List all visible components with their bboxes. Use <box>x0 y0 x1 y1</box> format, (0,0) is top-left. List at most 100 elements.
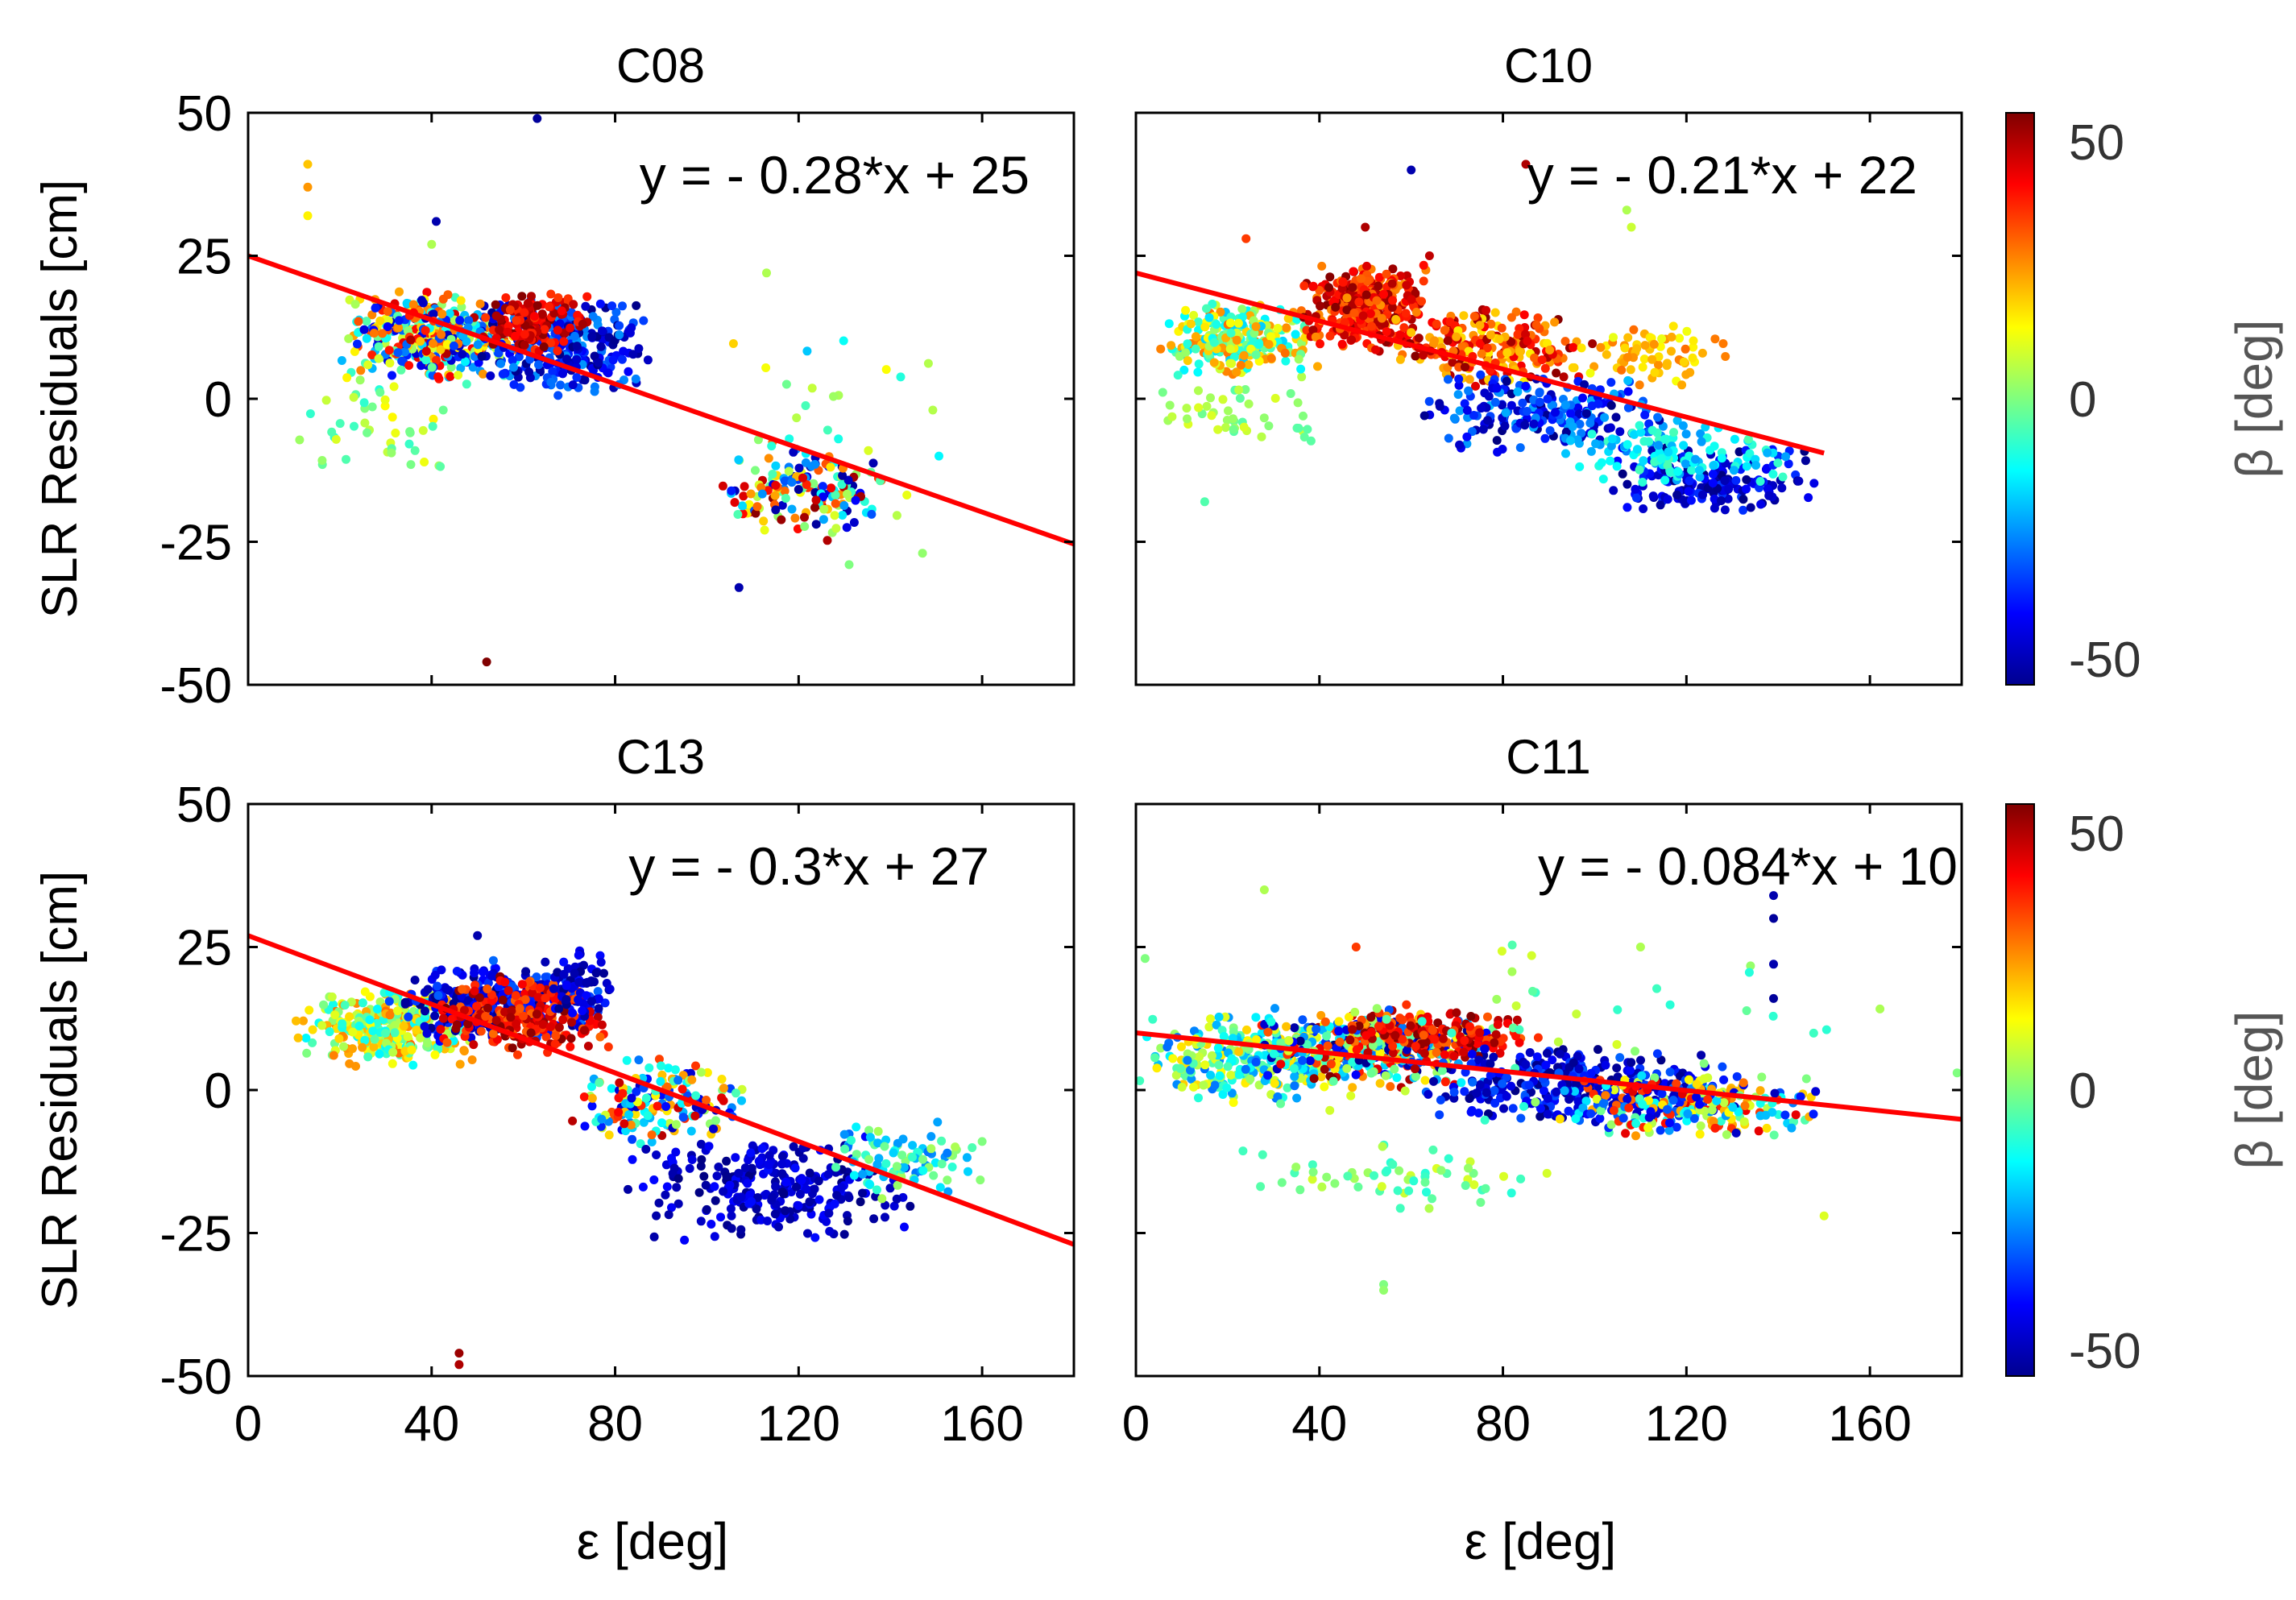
scatter-point <box>1390 1030 1400 1040</box>
scatter-point <box>771 1182 781 1192</box>
scatter-point <box>926 1144 936 1154</box>
scatter-point <box>390 1028 400 1038</box>
scatter-point <box>329 1051 338 1060</box>
scatter-point <box>830 511 839 520</box>
scatter-point <box>1348 1025 1357 1034</box>
scatter-point <box>546 378 556 387</box>
scatter-point <box>1352 1045 1361 1055</box>
scatter-point <box>1559 372 1569 382</box>
scatter-point <box>1650 367 1660 377</box>
scatter-point <box>1695 472 1705 482</box>
scatter-point <box>654 1055 664 1064</box>
scatter-point <box>1600 412 1610 422</box>
scatter-point <box>760 525 769 535</box>
scatter-point <box>696 1067 706 1077</box>
scatter-point <box>530 312 539 321</box>
scatter-point <box>1382 327 1391 337</box>
scatter-point <box>540 325 549 334</box>
scatter-point <box>872 1185 881 1195</box>
panel-c10: C10 y = - 0.21*x + 22 <box>1134 39 1963 686</box>
scatter-point <box>1657 334 1667 343</box>
scatter-point <box>491 311 501 321</box>
scatter-point <box>1720 505 1730 515</box>
scatter-point <box>897 1150 907 1160</box>
scatter-point <box>918 549 927 558</box>
scatter-point <box>686 1126 696 1136</box>
scatter-point <box>1186 319 1196 329</box>
scatter-point <box>1578 393 1587 403</box>
scatter-point <box>738 501 747 511</box>
scatter-point <box>385 1010 395 1020</box>
scatter-point <box>771 505 781 515</box>
scatter-point <box>1294 354 1303 364</box>
scatter-point <box>503 327 512 337</box>
scatter-point <box>1342 293 1352 303</box>
scatter-point <box>1694 466 1704 475</box>
scatter-point <box>657 1118 666 1128</box>
scatter-point <box>617 354 627 364</box>
scatter-point <box>1165 400 1175 410</box>
scatter-point <box>1276 1099 1286 1109</box>
scatter-point <box>1396 272 1406 280</box>
y-tick-label: 50 <box>176 86 232 142</box>
scatter-point <box>1281 356 1291 366</box>
scatter-point <box>533 993 543 1002</box>
scatter-point <box>1179 365 1189 375</box>
scatter-point <box>1629 325 1639 334</box>
scatter-point <box>1432 319 1441 329</box>
scatter-point <box>801 401 810 410</box>
scatter-point <box>1430 1034 1440 1044</box>
scatter-point <box>342 373 352 383</box>
scatter-point <box>1227 1054 1237 1063</box>
scatter-point <box>1515 443 1525 453</box>
scatter-point <box>421 325 430 335</box>
scatter-point <box>779 1189 789 1199</box>
scatter-point <box>1395 330 1405 339</box>
scatter-point <box>864 1179 874 1189</box>
scatter-point <box>1227 359 1237 368</box>
scatter-point <box>363 428 372 437</box>
scatter-point <box>433 372 443 382</box>
scatter-point <box>572 373 582 382</box>
scatter-point <box>1490 397 1500 407</box>
scatter-point <box>583 1042 593 1051</box>
scatter-point <box>588 312 598 321</box>
scatter-point <box>740 1163 750 1173</box>
scatter-point <box>858 1170 868 1179</box>
scatter-point <box>718 481 727 491</box>
scatter-point <box>1440 325 1449 335</box>
scatter-point <box>541 972 550 982</box>
scatter-point <box>395 287 404 296</box>
scatter-point <box>455 1059 465 1069</box>
scatter-point <box>714 1163 723 1171</box>
scatter-point <box>445 309 454 318</box>
scatter-point <box>1194 317 1203 327</box>
scatter-point <box>1708 479 1718 487</box>
scatter-point <box>593 1013 603 1022</box>
scatter-point <box>1689 336 1698 346</box>
scatter-point <box>670 1065 680 1075</box>
scatter-point <box>1308 281 1318 291</box>
scatter-point <box>626 1120 636 1130</box>
scatter-point <box>615 321 624 330</box>
scatter-point <box>1407 165 1416 175</box>
scatter-point <box>1399 323 1409 333</box>
scatter-point <box>1340 330 1349 340</box>
scatter-point <box>923 359 933 368</box>
scatter-point <box>556 380 566 390</box>
scatter-point <box>1710 334 1720 344</box>
scatter-point <box>1606 456 1615 466</box>
scatter-point <box>371 303 380 313</box>
scatter-point <box>696 1139 706 1149</box>
scatter-point <box>1574 409 1584 419</box>
scatter-point <box>618 301 627 311</box>
scatter-point <box>794 485 803 494</box>
scatter-point <box>1316 301 1324 311</box>
scatter-point <box>1213 425 1223 434</box>
scatter-point <box>464 316 474 325</box>
scatter-point <box>1334 1026 1344 1036</box>
scatter-point <box>1710 494 1719 504</box>
scatter-point <box>793 524 802 533</box>
scatter-point <box>1234 385 1244 395</box>
